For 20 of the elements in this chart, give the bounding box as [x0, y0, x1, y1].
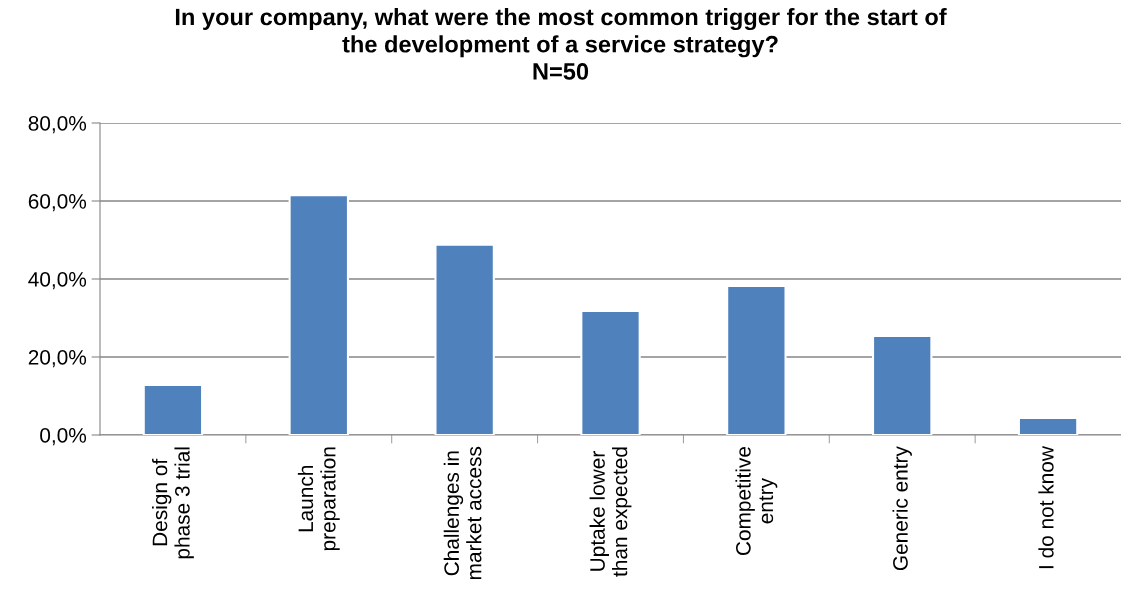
x-tick-label: Uptake lower than expected: [589, 447, 632, 577]
bar: [434, 243, 495, 435]
x-tick-label: Challenges in market access: [443, 446, 482, 580]
y-tick-label: 60,0%: [28, 194, 87, 212]
y-tick-label: 40,0%: [28, 272, 87, 290]
x-tick-label: Generic entry: [892, 446, 912, 571]
bar: [580, 309, 641, 435]
x-tick-label: Launch preparation: [297, 447, 340, 551]
y-tick-label: 20,0%: [28, 350, 87, 368]
bar: [1017, 416, 1079, 435]
chart-title: In your company, what were the most common trigger for the start of the development of a service strategy? N=50: [175, 8, 947, 80]
bar: [288, 194, 349, 435]
y-tick-label: 0,0%: [40, 428, 87, 446]
x-tick-label: Design of phase 3 trial: [152, 447, 194, 559]
y-tick-label: 80,0%: [28, 116, 87, 134]
bar: [142, 384, 204, 435]
bar: [726, 284, 787, 435]
bar: [872, 334, 933, 435]
x-tick-label: Competitive entry: [735, 447, 778, 556]
x-tick-label: I do not know: [1038, 446, 1054, 569]
